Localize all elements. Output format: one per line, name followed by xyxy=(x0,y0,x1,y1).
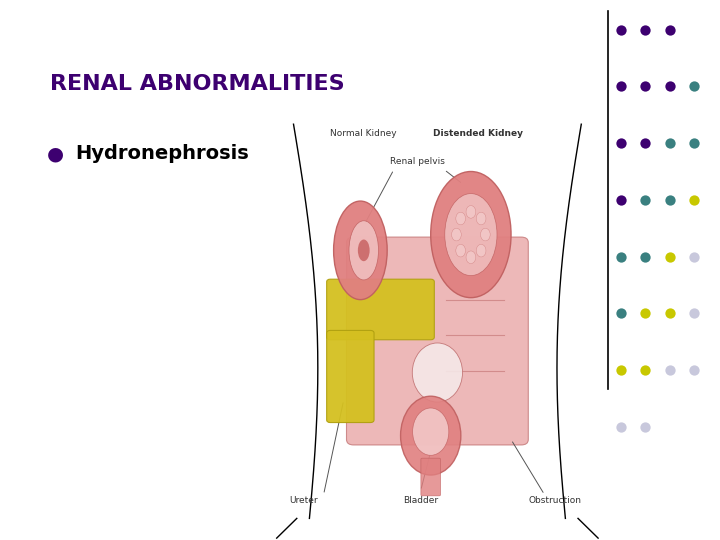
Ellipse shape xyxy=(480,228,490,241)
Point xyxy=(688,139,700,147)
Ellipse shape xyxy=(333,201,387,300)
Point xyxy=(615,195,626,204)
Point xyxy=(688,252,700,261)
Point xyxy=(639,252,651,261)
Ellipse shape xyxy=(466,206,476,218)
Point xyxy=(688,309,700,318)
Point xyxy=(664,25,675,34)
Ellipse shape xyxy=(413,408,449,455)
Text: Hydronephrosis: Hydronephrosis xyxy=(76,144,249,164)
Ellipse shape xyxy=(456,212,465,225)
Ellipse shape xyxy=(451,228,462,241)
Text: Renal pelvis: Renal pelvis xyxy=(390,157,445,166)
Point xyxy=(615,252,626,261)
Ellipse shape xyxy=(445,193,497,275)
Point xyxy=(688,366,700,374)
Text: Distended Kidney: Distended Kidney xyxy=(433,129,523,138)
Ellipse shape xyxy=(466,251,476,264)
Point xyxy=(664,252,675,261)
Text: Normal Kidney: Normal Kidney xyxy=(330,129,397,138)
Point xyxy=(664,366,675,374)
Point xyxy=(688,195,700,204)
Point xyxy=(639,139,651,147)
Point xyxy=(664,195,675,204)
Point xyxy=(664,309,675,318)
Ellipse shape xyxy=(477,244,486,257)
Point xyxy=(639,25,651,34)
FancyBboxPatch shape xyxy=(346,237,528,445)
Ellipse shape xyxy=(349,221,379,280)
Ellipse shape xyxy=(400,396,461,475)
FancyBboxPatch shape xyxy=(421,458,441,496)
Point xyxy=(664,139,675,147)
Point xyxy=(639,195,651,204)
Point xyxy=(615,309,626,318)
Point xyxy=(615,422,626,431)
Ellipse shape xyxy=(431,172,511,298)
Point xyxy=(615,82,626,91)
FancyBboxPatch shape xyxy=(327,279,434,340)
Point xyxy=(639,366,651,374)
Ellipse shape xyxy=(456,244,465,257)
Text: RENAL ABNORMALITIES: RENAL ABNORMALITIES xyxy=(50,73,345,94)
Point xyxy=(664,82,675,91)
Ellipse shape xyxy=(413,343,462,402)
Point xyxy=(615,366,626,374)
Point xyxy=(639,309,651,318)
Point xyxy=(688,82,700,91)
Point xyxy=(615,139,626,147)
Ellipse shape xyxy=(358,240,369,261)
Text: ●: ● xyxy=(47,144,64,164)
Point xyxy=(615,25,626,34)
Text: Ureter: Ureter xyxy=(289,496,318,504)
Text: Bladder: Bladder xyxy=(403,496,438,504)
Text: Obstruction: Obstruction xyxy=(528,496,581,504)
FancyBboxPatch shape xyxy=(327,330,374,422)
Ellipse shape xyxy=(477,212,486,225)
Point xyxy=(639,82,651,91)
Point xyxy=(639,422,651,431)
